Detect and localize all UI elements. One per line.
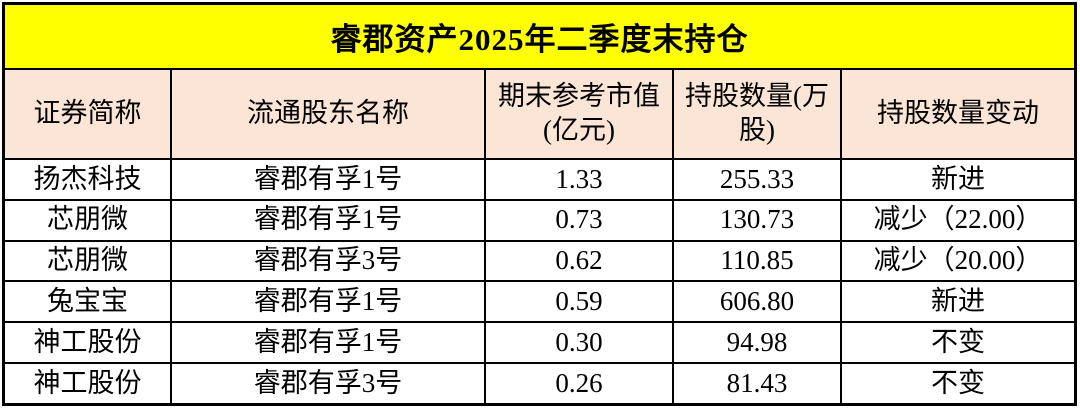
cell-share-change: 新进 bbox=[931, 163, 985, 194]
cell-shareholder-name: 睿郡有孚1号 bbox=[172, 323, 486, 363]
column-header-shareholder-name: 流通股东名称 bbox=[172, 70, 486, 158]
cell-security-name: 芯朋微 bbox=[5, 200, 172, 240]
cell-market-value: 0.62 bbox=[486, 241, 674, 281]
cell-share-count: 110.85 bbox=[674, 241, 842, 281]
cell-share-count: 81.43 bbox=[674, 364, 842, 403]
cell-share-count: 130.73 bbox=[674, 200, 842, 240]
cell-security-name: 兔宝宝 bbox=[5, 282, 172, 322]
column-header-share-change: 持股数量变动 bbox=[877, 98, 1039, 129]
table-row: 神工股份 睿郡有孚3号 0.26 81.43 不变 bbox=[5, 364, 1074, 403]
column-header-market-value: 期末参考市值(亿元) bbox=[486, 70, 674, 158]
table-header-row: 证券简称 流通股东名称 期末参考市值(亿元) 持股数量(万股) 持股数量变动 bbox=[5, 70, 1074, 160]
cell-market-value: 1.33 bbox=[486, 160, 674, 199]
cell-market-value: 0.26 bbox=[486, 364, 674, 403]
cell-security-name: 扬杰科技 bbox=[5, 160, 172, 199]
table-row: 神工股份 睿郡有孚1号 0.30 94.98 不变 bbox=[5, 323, 1074, 365]
cell-share-change: 减少（20.00） bbox=[873, 245, 1043, 276]
cell-shareholder-name: 睿郡有孚3号 bbox=[172, 364, 486, 403]
table-row: 兔宝宝 睿郡有孚1号 0.59 606.80 新进 bbox=[5, 282, 1074, 324]
cell-share-change: 减少（22.00） bbox=[873, 204, 1043, 235]
cell-security-name: 芯朋微 bbox=[5, 241, 172, 281]
cell-market-value: 0.30 bbox=[486, 323, 674, 363]
cell-market-value: 0.59 bbox=[486, 282, 674, 322]
cell-share-count: 255.33 bbox=[674, 160, 842, 199]
table-row: 扬杰科技 睿郡有孚1号 1.33 255.33 新进 bbox=[5, 160, 1074, 201]
cell-share-change: 不变 bbox=[931, 367, 985, 398]
table-row: 芯朋微 睿郡有孚3号 0.62 110.85 减少（20.00） bbox=[5, 241, 1074, 283]
cell-market-value: 0.73 bbox=[486, 200, 674, 240]
table-row: 芯朋微 睿郡有孚1号 0.73 130.73 减少（22.00） bbox=[5, 200, 1074, 242]
cell-shareholder-name: 睿郡有孚1号 bbox=[172, 160, 486, 199]
table-title: 睿郡资产2025年二季度末持仓 bbox=[5, 5, 1074, 70]
cell-share-count: 94.98 bbox=[674, 323, 842, 363]
cell-security-name: 神工股份 bbox=[5, 323, 172, 363]
column-header-security-name: 证券简称 bbox=[5, 70, 172, 158]
cell-share-change: 新进 bbox=[931, 286, 985, 317]
cell-shareholder-name: 睿郡有孚3号 bbox=[172, 241, 486, 281]
cell-share-change: 不变 bbox=[931, 326, 985, 357]
cell-security-name: 神工股份 bbox=[5, 364, 172, 403]
cell-shareholder-name: 睿郡有孚1号 bbox=[172, 200, 486, 240]
cell-shareholder-name: 睿郡有孚1号 bbox=[172, 282, 486, 322]
cell-share-count: 606.80 bbox=[674, 282, 842, 322]
column-header-share-count: 持股数量(万股) bbox=[674, 70, 842, 158]
